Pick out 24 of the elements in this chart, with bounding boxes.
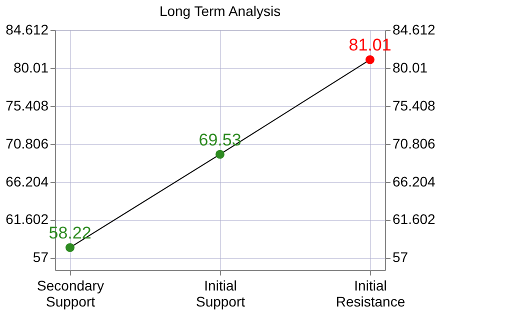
data-label: 69.53: [198, 130, 242, 150]
point: [66, 243, 74, 252]
y-tick-label: 66.204: [6, 173, 49, 190]
y-tick-label: 84.612: [6, 22, 49, 38]
x-tick-label: Initial Support: [196, 278, 246, 310]
y2-tick-label: 57: [392, 249, 408, 266]
x-tick-label: Secondary Support: [37, 278, 104, 310]
data-label: 58.22: [48, 224, 92, 243]
y-tick-label: 57: [32, 249, 49, 266]
y-tick-label: 75.408: [6, 97, 49, 114]
point: [216, 150, 224, 159]
y2-tick-label: 66.204: [392, 173, 436, 190]
data-label: 81.01: [348, 36, 392, 55]
y-tick-label: 61.602: [6, 211, 49, 228]
y-tick-label: 70.806: [6, 135, 49, 152]
point: [366, 55, 374, 64]
y2-tick-label: 80.01: [392, 59, 428, 76]
y2-tick-label: 61.602: [392, 211, 436, 228]
y2-tick-label: 84.612: [392, 22, 436, 38]
y2-tick-label: 75.408: [392, 97, 436, 114]
y2-tick-label: 70.806: [392, 135, 436, 152]
y-tick-label: 80.01: [13, 59, 49, 76]
chart-title: Long Term Analysis: [159, 3, 281, 19]
x-tick-label: Initial Resistance: [336, 278, 406, 310]
